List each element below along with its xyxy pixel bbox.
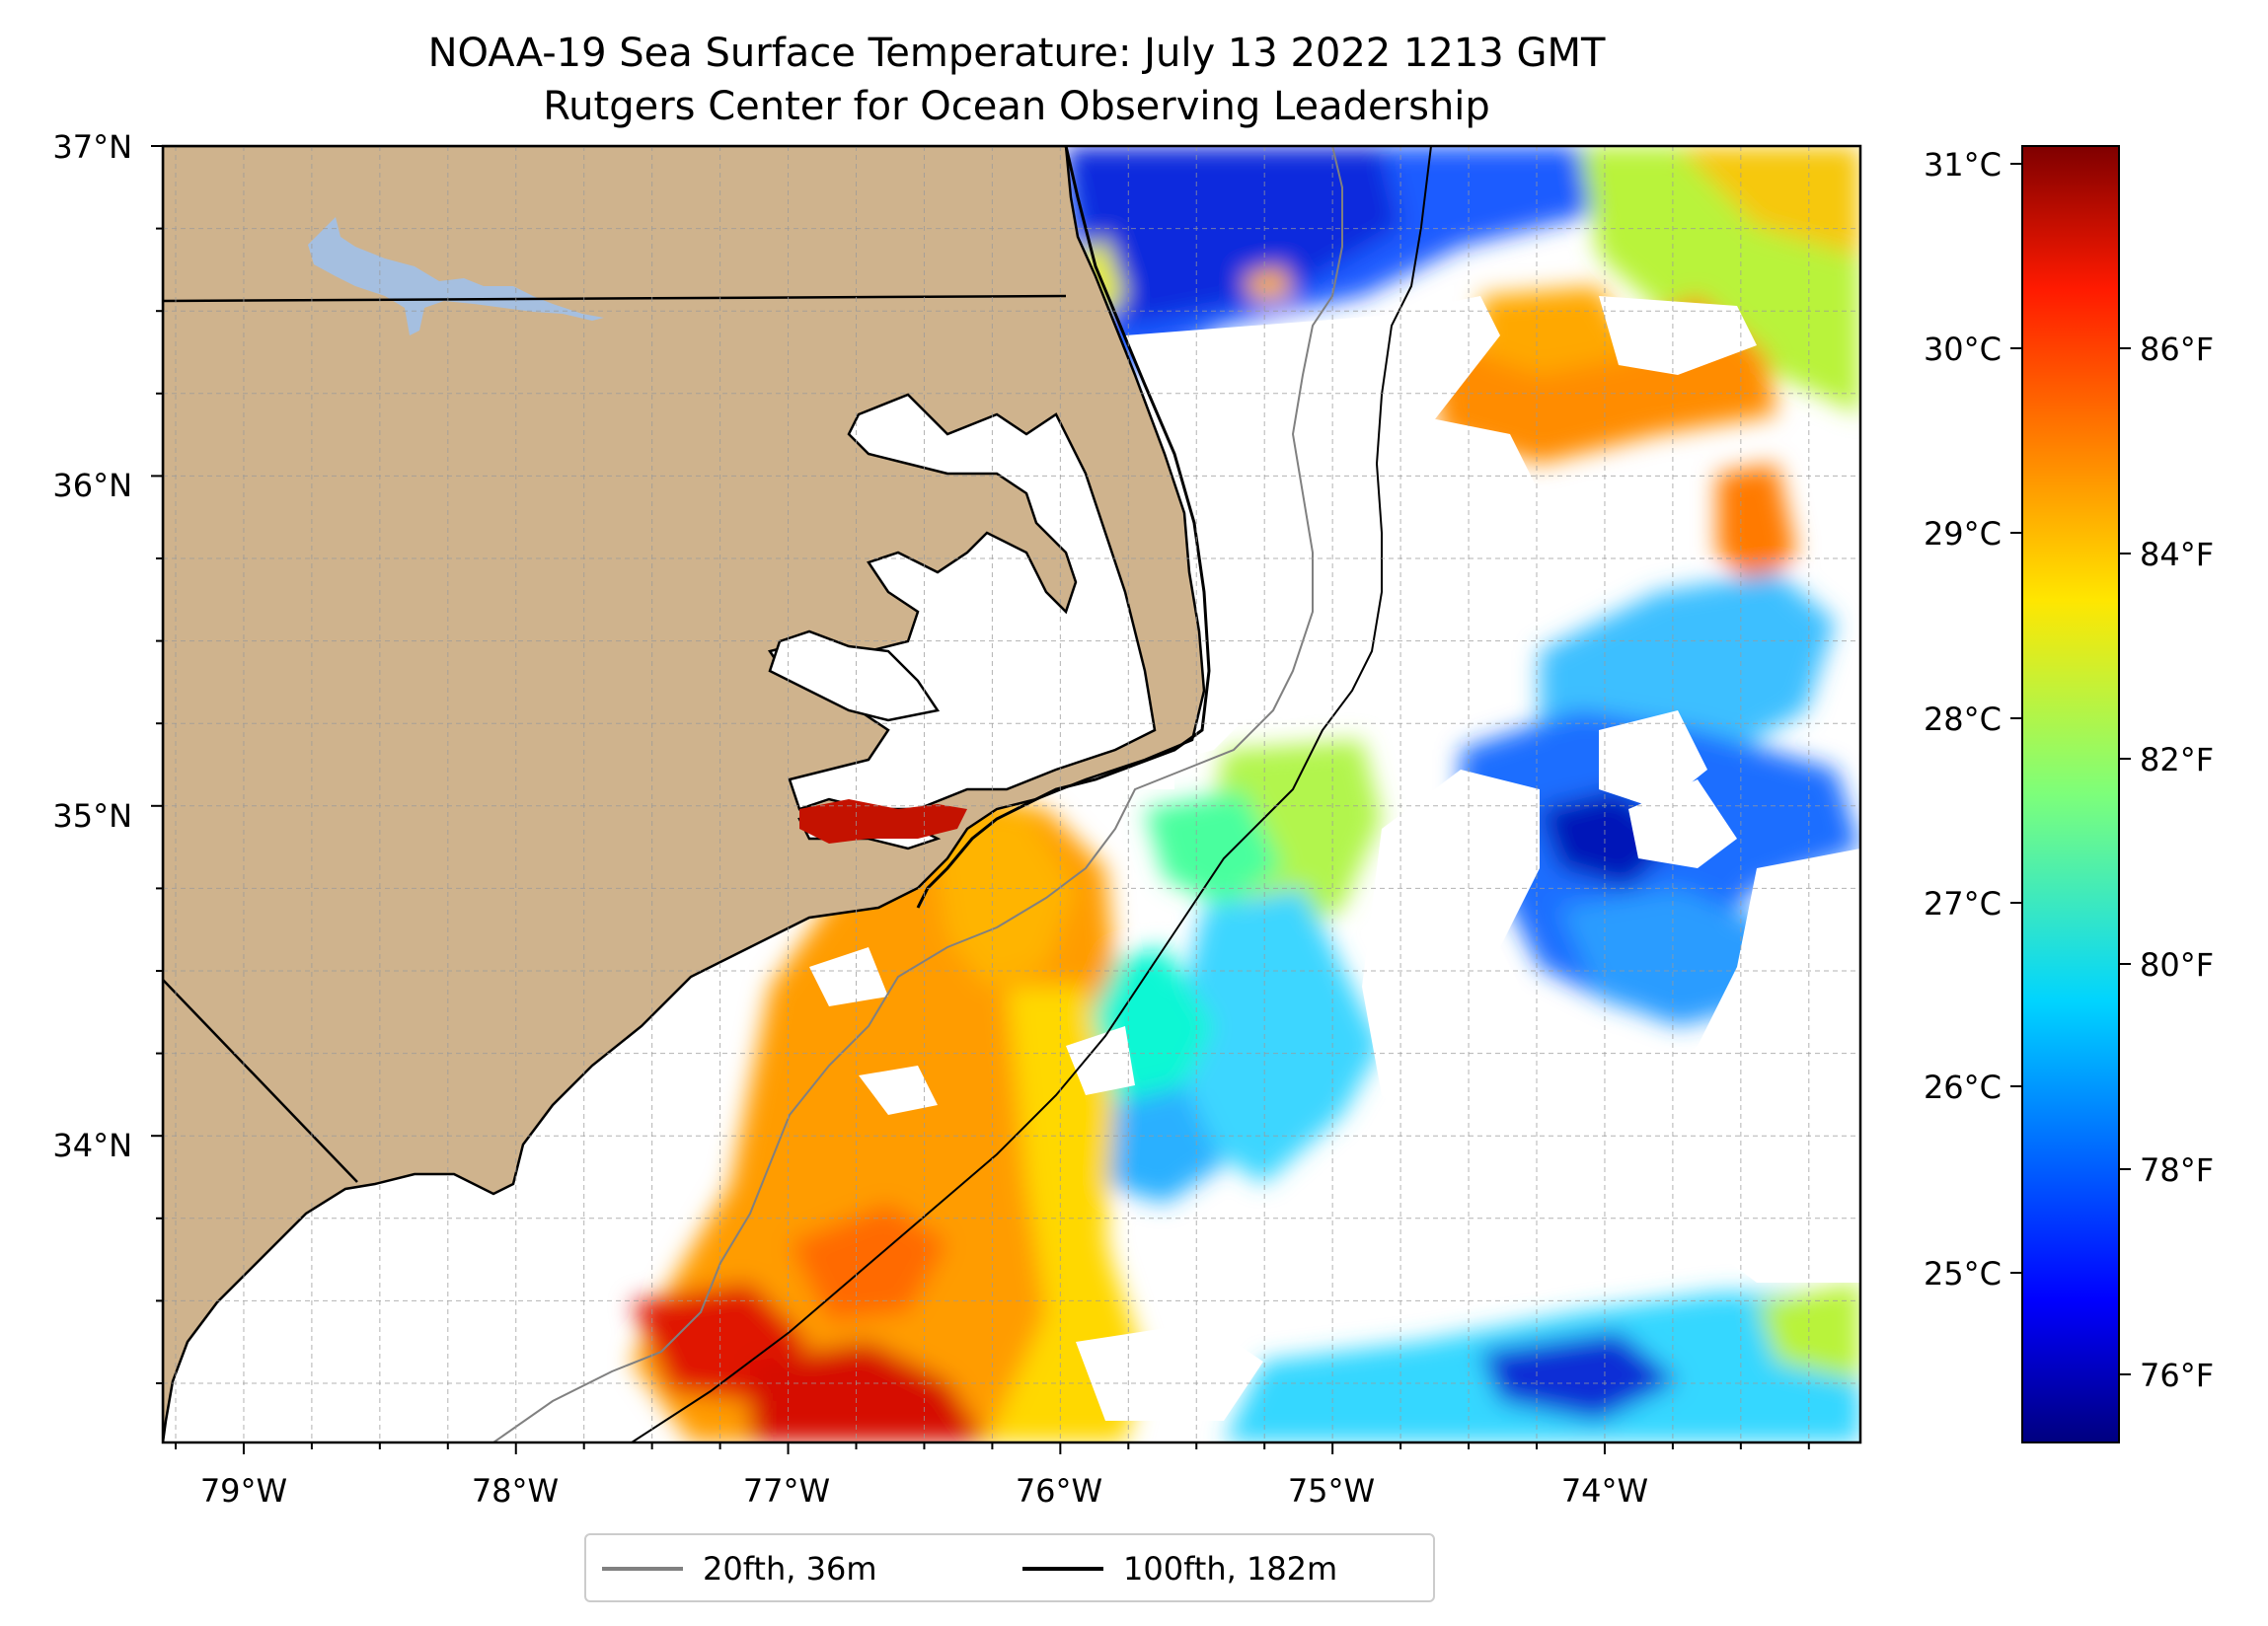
- outer-banks: [916, 146, 1211, 909]
- cbar-c-31: 31°C: [1924, 146, 2002, 184]
- cbar-c-26: 26°C: [1924, 1069, 2002, 1106]
- pamlico-river: [768, 629, 941, 722]
- map-title-line-2: Rutgers Center for Ocean Observing Leade…: [543, 84, 1490, 129]
- legend-item-20fth: 20fth, 36m: [602, 1550, 877, 1588]
- lat-label-37n: 37°N: [52, 128, 132, 166]
- nc-va-border: [163, 294, 1067, 303]
- colorbar-celsius-axis: [2010, 163, 2022, 1274]
- cbar-c-29: 29°C: [1924, 515, 2002, 553]
- map-title-line-1: NOAA-19 Sea Surface Temperature: July 13…: [427, 31, 1606, 76]
- cbar-f-80: 80°F: [2140, 946, 2214, 984]
- sst-data-layer: [632, 146, 1860, 1442]
- lon-label-79w: 79°W: [200, 1472, 287, 1510]
- cbar-f-76: 76°F: [2140, 1357, 2214, 1394]
- colorbar-fahrenheit-axis: [2119, 347, 2131, 1375]
- cbar-c-25: 25°C: [1924, 1255, 2002, 1293]
- cbar-c-28: 28°C: [1924, 701, 2002, 738]
- lat-label-34n: 34°N: [52, 1127, 132, 1164]
- legend-item-100fth: 100fth, 182m: [1022, 1550, 1338, 1588]
- cloud-mask: [809, 296, 1860, 1421]
- nc-sc-border: [163, 979, 358, 1183]
- legend-label-100fth: 100fth, 182m: [1123, 1550, 1338, 1588]
- lat-label-35n: 35°N: [52, 797, 132, 835]
- cbar-c-27: 27°C: [1924, 885, 2002, 923]
- contour-100fth: [631, 146, 1432, 1442]
- lon-label-78w: 78°W: [472, 1472, 559, 1510]
- legend-swatch-100fth: [1022, 1567, 1103, 1571]
- warm-sound-patch: [799, 799, 967, 844]
- cbar-f-86: 86°F: [2140, 331, 2214, 368]
- cbar-f-84: 84°F: [2140, 536, 2214, 573]
- lat-label-36n: 36°N: [52, 467, 132, 504]
- legend-swatch-20fth: [602, 1567, 683, 1571]
- contour-legend: 20fth, 36m 100fth, 182m: [584, 1533, 1435, 1602]
- lon-label-75w: 75°W: [1288, 1472, 1375, 1510]
- lon-label-74w: 74°W: [1561, 1472, 1648, 1510]
- land-layer: [163, 146, 1211, 1442]
- map-area: [163, 146, 1860, 1442]
- latitude-labels: 37°N 36°N 35°N 34°N: [52, 128, 132, 1164]
- lon-label-76w: 76°W: [1016, 1472, 1102, 1510]
- cbar-f-78: 78°F: [2140, 1151, 2214, 1189]
- legend-label-20fth: 20fth, 36m: [703, 1550, 877, 1588]
- axis-ticks: [151, 145, 1810, 1454]
- gridlines: [163, 146, 1860, 1442]
- map-frame: [161, 144, 1862, 1444]
- contour-20fth: [492, 146, 1343, 1442]
- colorbar-gradient: [2021, 145, 2120, 1443]
- cbar-c-30: 30°C: [1924, 331, 2002, 368]
- lon-label-77w: 77°W: [743, 1472, 830, 1510]
- longitude-labels: 79°W 78°W 77°W 76°W 75°W 74°W: [200, 1472, 1648, 1510]
- cbar-f-82: 82°F: [2140, 741, 2214, 778]
- colorbar: 31°C 30°C 29°C 28°C 27°C 26°C 25°C 86°F …: [1924, 145, 2214, 1443]
- kerr-lake: [308, 217, 604, 335]
